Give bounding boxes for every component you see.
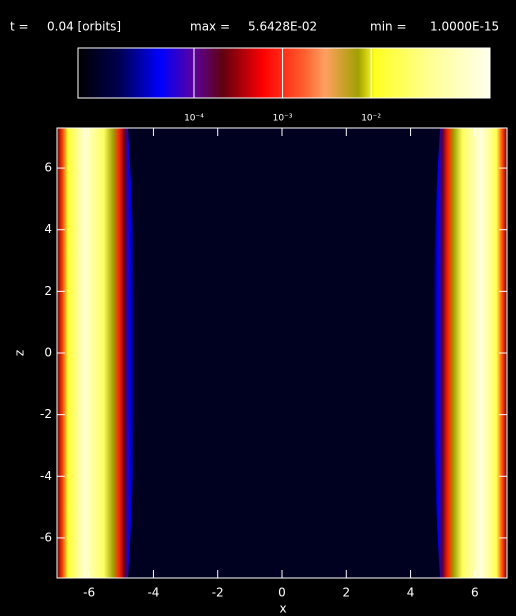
colorbar-tick-label: 10⁻⁴ [184,114,204,124]
x-tick-label: 0 [278,586,286,600]
x-tick-label: -6 [83,586,95,600]
y-tick-label: -4 [40,469,52,483]
colorbar-tick-label: 10⁻³ [273,114,293,124]
y-tick-label: 6 [44,161,52,175]
x-tick-label: -2 [212,586,224,600]
colorbar [77,47,491,99]
max: 5.6428E-02 [248,20,317,34]
x-tick-label: 2 [342,586,350,600]
y-tick-label: -2 [40,407,52,421]
density-band [57,128,135,578]
y-tick-label: 0 [44,346,52,360]
time-label: t = [10,20,29,34]
y-tick-label: -6 [40,530,52,544]
time: 0.04 [orbits] [47,20,121,34]
x-tick-label: 4 [407,586,415,600]
y-tick-label: 4 [44,222,52,236]
x-tick-label: 6 [471,586,479,600]
density-band [433,128,507,578]
max-label: max = [190,20,230,34]
colorbar-tick-label: 10⁻² [361,114,381,124]
y-tick-label: 2 [44,284,52,298]
x-tick-label: -4 [147,586,159,600]
x-axis-label: x [279,602,286,616]
min: 1.0000E-15 [430,20,499,34]
min-label: min = [370,20,407,34]
y-axis-label: z [13,350,27,356]
